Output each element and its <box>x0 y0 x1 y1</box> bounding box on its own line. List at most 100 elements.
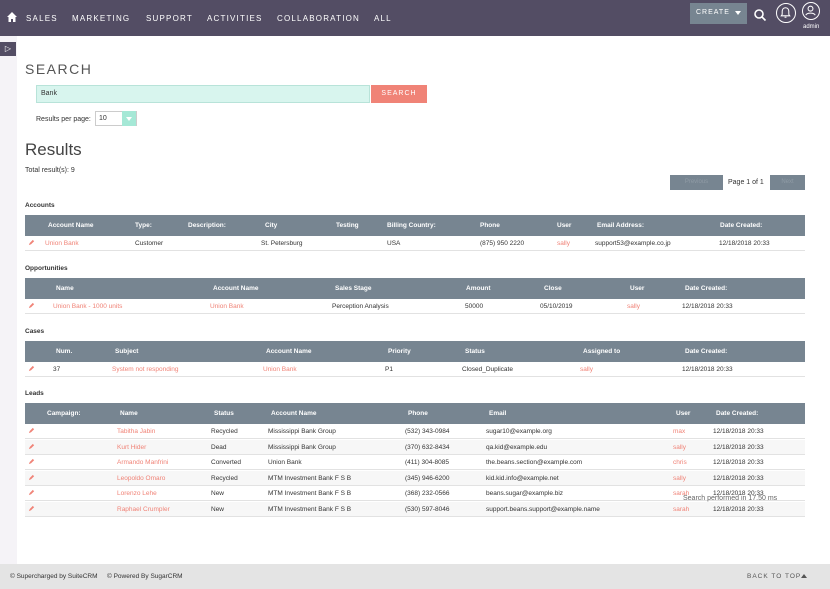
column-header[interactable]: Status <box>214 410 234 417</box>
user-link[interactable]: chris <box>673 459 687 466</box>
pencil-icon[interactable] <box>28 302 35 309</box>
user-avatar[interactable] <box>802 2 820 20</box>
pencil-icon[interactable] <box>28 474 35 481</box>
cell[interactable]: sugar10@example.org <box>486 428 552 435</box>
user-link[interactable]: sally <box>673 443 687 451</box>
column-header[interactable]: Close <box>544 285 562 292</box>
pencil-icon[interactable] <box>28 239 35 246</box>
back-to-top-link[interactable]: BACK TO TOP <box>747 573 802 580</box>
lead-name-link[interactable]: Kurt Hider <box>117 443 147 451</box>
column-header[interactable]: Date Created: <box>685 285 728 292</box>
search-performance: Search performed in 17.50 ms <box>683 495 778 502</box>
cell: 12/18/2018 20:33 <box>719 240 770 247</box>
search-icon[interactable] <box>753 8 767 22</box>
search-button[interactable]: SEARCH <box>371 85 427 103</box>
pencil-icon[interactable] <box>28 365 35 372</box>
user-link[interactable]: sally <box>673 474 687 482</box>
column-header[interactable]: Status <box>465 348 485 355</box>
nav-marketing[interactable]: MARKETING <box>72 14 131 23</box>
column-header[interactable]: Num. <box>56 348 73 355</box>
user-link[interactable]: sally <box>627 303 641 310</box>
column-header[interactable]: Account Name <box>48 222 94 229</box>
column-header[interactable]: Billing Country: <box>387 222 436 229</box>
column-header[interactable]: City <box>265 222 278 229</box>
results-per-page-select[interactable]: 10 <box>95 111 137 126</box>
user-link[interactable]: sarah <box>673 505 690 513</box>
lead-name-link[interactable]: Raphael Crumpler <box>117 505 170 513</box>
case-subject-link[interactable]: System not responding <box>112 366 179 373</box>
column-header[interactable]: Type: <box>135 222 152 229</box>
previous-page-button[interactable]: Previous <box>670 175 723 190</box>
column-header[interactable]: Account Name <box>213 285 259 292</box>
cell: (411) 304-8085 <box>405 459 449 466</box>
user-link[interactable]: sarah <box>673 490 690 497</box>
home-icon[interactable] <box>6 11 18 23</box>
column-header[interactable]: Description: <box>188 222 226 229</box>
cell: Closed_Duplicate <box>462 366 513 373</box>
column-header[interactable]: Campaign: <box>47 410 81 417</box>
section-title-accounts: Accounts <box>25 202 55 209</box>
column-header[interactable]: Subject <box>115 348 139 355</box>
pencil-icon[interactable] <box>28 489 35 496</box>
chevron-down-icon <box>122 111 136 126</box>
column-header[interactable]: Testing <box>336 222 359 229</box>
cell[interactable]: the.beans.section@example.com <box>486 459 583 466</box>
nav-all[interactable]: ALL <box>374 14 392 23</box>
column-header[interactable]: Amount <box>466 285 491 292</box>
cell[interactable]: beans.sugar@example.biz <box>486 490 564 497</box>
account-name-link[interactable]: Union Bank <box>45 240 79 247</box>
search-input[interactable]: Bank <box>36 85 370 103</box>
lead-name-link[interactable]: Leopoldo Omaro <box>117 474 166 482</box>
cell[interactable]: qa.kid@example.edu <box>486 443 548 451</box>
column-header[interactable]: Date Created: <box>716 410 759 417</box>
pencil-icon[interactable] <box>28 443 35 450</box>
user-link[interactable]: sally <box>580 366 594 373</box>
cell: New <box>211 505 225 513</box>
user-link[interactable]: max <box>673 428 686 435</box>
nav-sales[interactable]: SALES <box>26 14 58 23</box>
column-header[interactable]: User <box>557 222 572 229</box>
nav-activities[interactable]: ACTIVITIES <box>207 14 263 23</box>
nav-support[interactable]: SUPPORT <box>146 14 193 23</box>
pencil-icon[interactable] <box>28 427 35 434</box>
account-name-link[interactable]: Union Bank <box>210 303 244 310</box>
section-title-opportunities: Opportunities <box>25 265 68 272</box>
sugarcrm-link[interactable]: © Powered By SugarCRM <box>107 573 183 580</box>
lead-name-link[interactable]: Tabitha Jabin <box>117 428 156 435</box>
column-header[interactable]: Phone <box>480 222 500 229</box>
create-button[interactable]: CREATE <box>690 3 747 24</box>
results-heading: Results <box>25 140 82 159</box>
cell[interactable]: support53@example.co.jp <box>595 240 671 247</box>
column-header[interactable]: Name <box>120 410 138 417</box>
opportunity-name-link[interactable]: Union Bank - 1000 units <box>53 303 123 310</box>
column-header[interactable]: Account Name <box>266 348 312 355</box>
chevron-down-icon <box>735 11 741 15</box>
lead-name-link[interactable]: Armando Manfrini <box>117 459 169 466</box>
column-header[interactable]: Priority <box>388 348 411 355</box>
column-header[interactable]: Account Name <box>271 410 317 417</box>
column-header[interactable]: User <box>630 285 645 292</box>
column-header[interactable]: Email Address: <box>597 222 645 229</box>
cell[interactable]: kid.kid.info@example.net <box>486 474 559 482</box>
next-page-button[interactable]: Next <box>770 175 805 190</box>
column-header[interactable]: Assigned to <box>583 348 621 355</box>
notifications-button[interactable] <box>776 3 796 23</box>
pencil-icon[interactable] <box>28 505 35 512</box>
column-header[interactable]: Date Created: <box>685 348 728 355</box>
column-header[interactable]: Email <box>489 410 507 417</box>
column-header[interactable]: Name <box>56 285 74 292</box>
column-header[interactable]: User <box>676 410 691 417</box>
cell: USA <box>387 240 401 247</box>
lead-name-link[interactable]: Lorenzo Lehe <box>117 490 157 497</box>
user-link[interactable]: sally <box>557 240 571 247</box>
nav-collaboration[interactable]: COLLABORATION <box>277 14 361 23</box>
column-header[interactable]: Sales Stage <box>335 285 372 292</box>
column-header[interactable]: Phone <box>408 410 428 417</box>
suitecrm-link[interactable]: © Supercharged by SuiteCRM <box>10 573 98 580</box>
sidebar-toggle-button[interactable]: ▷ <box>0 42 16 56</box>
column-header[interactable]: Date Created: <box>720 222 763 229</box>
pencil-icon[interactable] <box>28 458 35 465</box>
account-name-link[interactable]: Union Bank <box>263 366 297 373</box>
cell[interactable]: support.beans.support@example.name <box>486 505 600 513</box>
table-row: Armando Manfrini Converted Union Bank (411)… <box>25 455 805 470</box>
